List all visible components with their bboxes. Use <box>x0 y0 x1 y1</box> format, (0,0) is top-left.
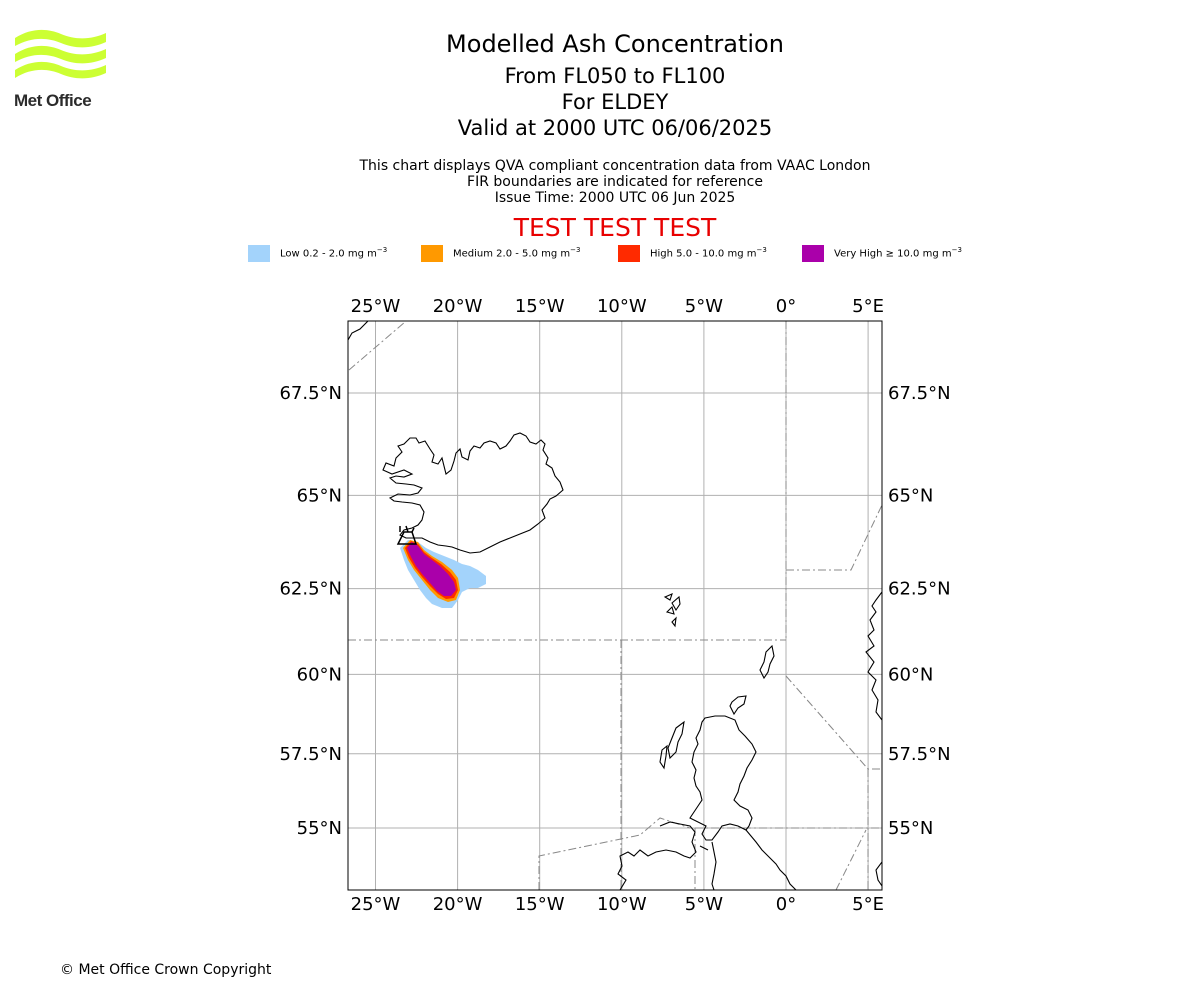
map-tick-labels: 25°W 25°W 20°W 20°W 15°W 15°W 10°W 10°W 5°W 5°W 0°… <box>279 296 950 915</box>
legend-label-medium: Medium 2.0 - 5.0 mg m <box>453 248 571 260</box>
legend-swatch-high <box>618 245 640 262</box>
fir-boundaries <box>348 321 882 890</box>
lat-tick-label-right: 65°N <box>888 485 933 506</box>
map-frame <box>347 320 883 891</box>
lat-tick-label-left: 60°N <box>297 664 342 685</box>
scotland-coast <box>689 715 757 841</box>
greenland-coast <box>348 321 369 341</box>
subtitle-fir: FIR boundaries are indicated for referen… <box>467 174 763 190</box>
lat-tick-label-right: 62.5°N <box>888 579 951 600</box>
chart-title: Modelled Ash Concentration <box>446 30 784 58</box>
legend-label-low: Low 0.2 - 2.0 mg m <box>280 248 377 260</box>
lon-tick-label-bottom: 15°W <box>515 894 565 915</box>
lon-tick-label-top: 20°W <box>433 296 483 317</box>
lat-tick-label-right: 55°N <box>888 818 933 839</box>
lon-tick-label-top: 5°W <box>685 296 723 317</box>
lat-tick-label-right: 67.5°N <box>888 383 951 404</box>
ash-plume <box>400 540 486 608</box>
iceland-coast <box>382 432 564 554</box>
lon-tick-label-bottom: 0° <box>776 894 796 915</box>
flight-level-range: From FL050 to FL100 <box>504 64 726 88</box>
norway-coast <box>865 591 882 721</box>
issue-time: Issue Time: 2000 UTC 06 Jun 2025 <box>494 190 736 206</box>
lon-tick-label-bottom: 25°W <box>351 894 401 915</box>
lon-tick-label-bottom: 10°W <box>597 894 647 915</box>
met-office-waves-icon <box>15 29 106 79</box>
lon-tick-label-bottom: 5°E <box>852 894 884 915</box>
ash-very-high-region <box>407 542 456 596</box>
england-coast <box>699 829 797 890</box>
subtitle-compliance: This chart displays QVA compliant concen… <box>359 158 871 174</box>
lat-tick-label-left: 57.5°N <box>279 744 342 765</box>
legend-label-high: High 5.0 - 10.0 mg m <box>650 248 757 260</box>
lon-tick-label-top: 15°W <box>515 296 565 317</box>
lat-tick-label-right: 57.5°N <box>888 744 951 765</box>
logo-text: Met Office <box>14 91 92 110</box>
lon-tick-label-top: 5°E <box>852 296 884 317</box>
lon-tick-label-top: 0° <box>776 296 796 317</box>
lat-tick-label-right: 60°N <box>888 664 933 685</box>
test-banner: TEST TEST TEST <box>513 213 717 242</box>
lon-tick-label-bottom: 20°W <box>433 894 483 915</box>
map-gridlines <box>348 321 882 890</box>
lon-tick-label-top: 10°W <box>597 296 647 317</box>
legend-label-very-high: Very High ≥ 10.0 mg m <box>834 248 952 260</box>
legend-swatch-very-high <box>802 245 824 262</box>
legend-swatch-low <box>248 245 270 262</box>
lon-tick-label-bottom: 5°W <box>685 894 723 915</box>
coastlines <box>348 321 882 890</box>
lat-tick-label-left: 65°N <box>297 485 342 506</box>
lat-tick-label-left: 55°N <box>297 818 342 839</box>
lat-tick-label-left: 62.5°N <box>279 579 342 600</box>
volcano-name-line: For ELDEY <box>561 90 669 114</box>
met-office-logo: Met Office <box>14 28 108 112</box>
valid-time-line: Valid at 2000 UTC 06/06/2025 <box>457 116 773 140</box>
lat-tick-label-left: 67.5°N <box>279 383 342 404</box>
ireland-coast <box>617 821 697 890</box>
volcano-marker-icon <box>396 525 418 545</box>
lon-tick-label-top: 25°W <box>351 296 401 317</box>
legend-swatch-medium <box>421 245 443 262</box>
copyright: © Met Office Crown Copyright <box>60 962 272 978</box>
